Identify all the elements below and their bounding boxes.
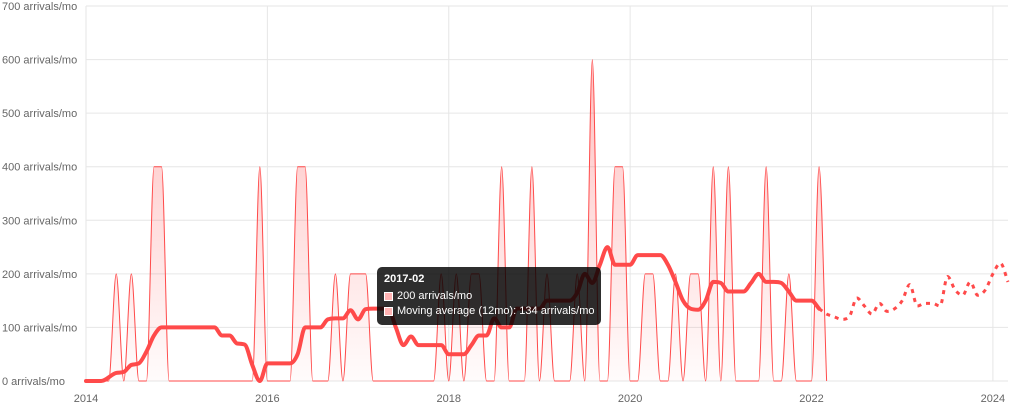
- tooltip-swatch-monthly: [384, 292, 393, 301]
- tooltip-average-value: Moving average (12mo): 134 arrivals/mo: [397, 305, 595, 317]
- y-tick-label: 300 arrivals/mo: [2, 215, 77, 227]
- y-tick-label: 0 arrivals/mo: [2, 376, 65, 388]
- tooltip-row-monthly: 200 arrivals/mo: [384, 289, 594, 304]
- y-tick-label: 200 arrivals/mo: [2, 269, 77, 281]
- x-tick-label: 2020: [618, 393, 642, 405]
- x-tick-label: 2022: [799, 393, 823, 405]
- y-tick-label: 600 arrivals/mo: [2, 55, 77, 67]
- forecast-line: [818, 261, 1010, 321]
- x-tick-label: 2018: [437, 393, 461, 405]
- tooltip: 2017-02 200 arrivals/mo Moving average (…: [377, 267, 602, 325]
- grid: [85, 5, 1008, 382]
- x-tick-label: 2014: [74, 393, 98, 405]
- tooltip-swatch-average: [384, 307, 393, 316]
- x-axis: 2014 2016 2018 2020 2022 2024: [74, 393, 1005, 405]
- moving-average-line: [84, 245, 822, 383]
- y-tick-label: 100 arrivals/mo: [2, 322, 77, 334]
- tooltip-row-average: Moving average (12mo): 134 arrivals/mo: [384, 304, 594, 319]
- y-axis: 0 arrivals/mo 100 arrivals/mo 200 arrivals…: [2, 1, 77, 388]
- tooltip-monthly-value: 200 arrivals/mo: [397, 290, 473, 302]
- y-tick-label: 700 arrivals/mo: [2, 1, 77, 13]
- x-tick-label: 2016: [255, 393, 279, 405]
- y-tick-label: 400 arrivals/mo: [2, 162, 77, 174]
- y-tick-label: 500 arrivals/mo: [2, 108, 77, 120]
- x-tick-label: 2024: [981, 393, 1005, 405]
- monthly-line: [86, 59, 828, 382]
- tooltip-title: 2017-02: [384, 273, 425, 285]
